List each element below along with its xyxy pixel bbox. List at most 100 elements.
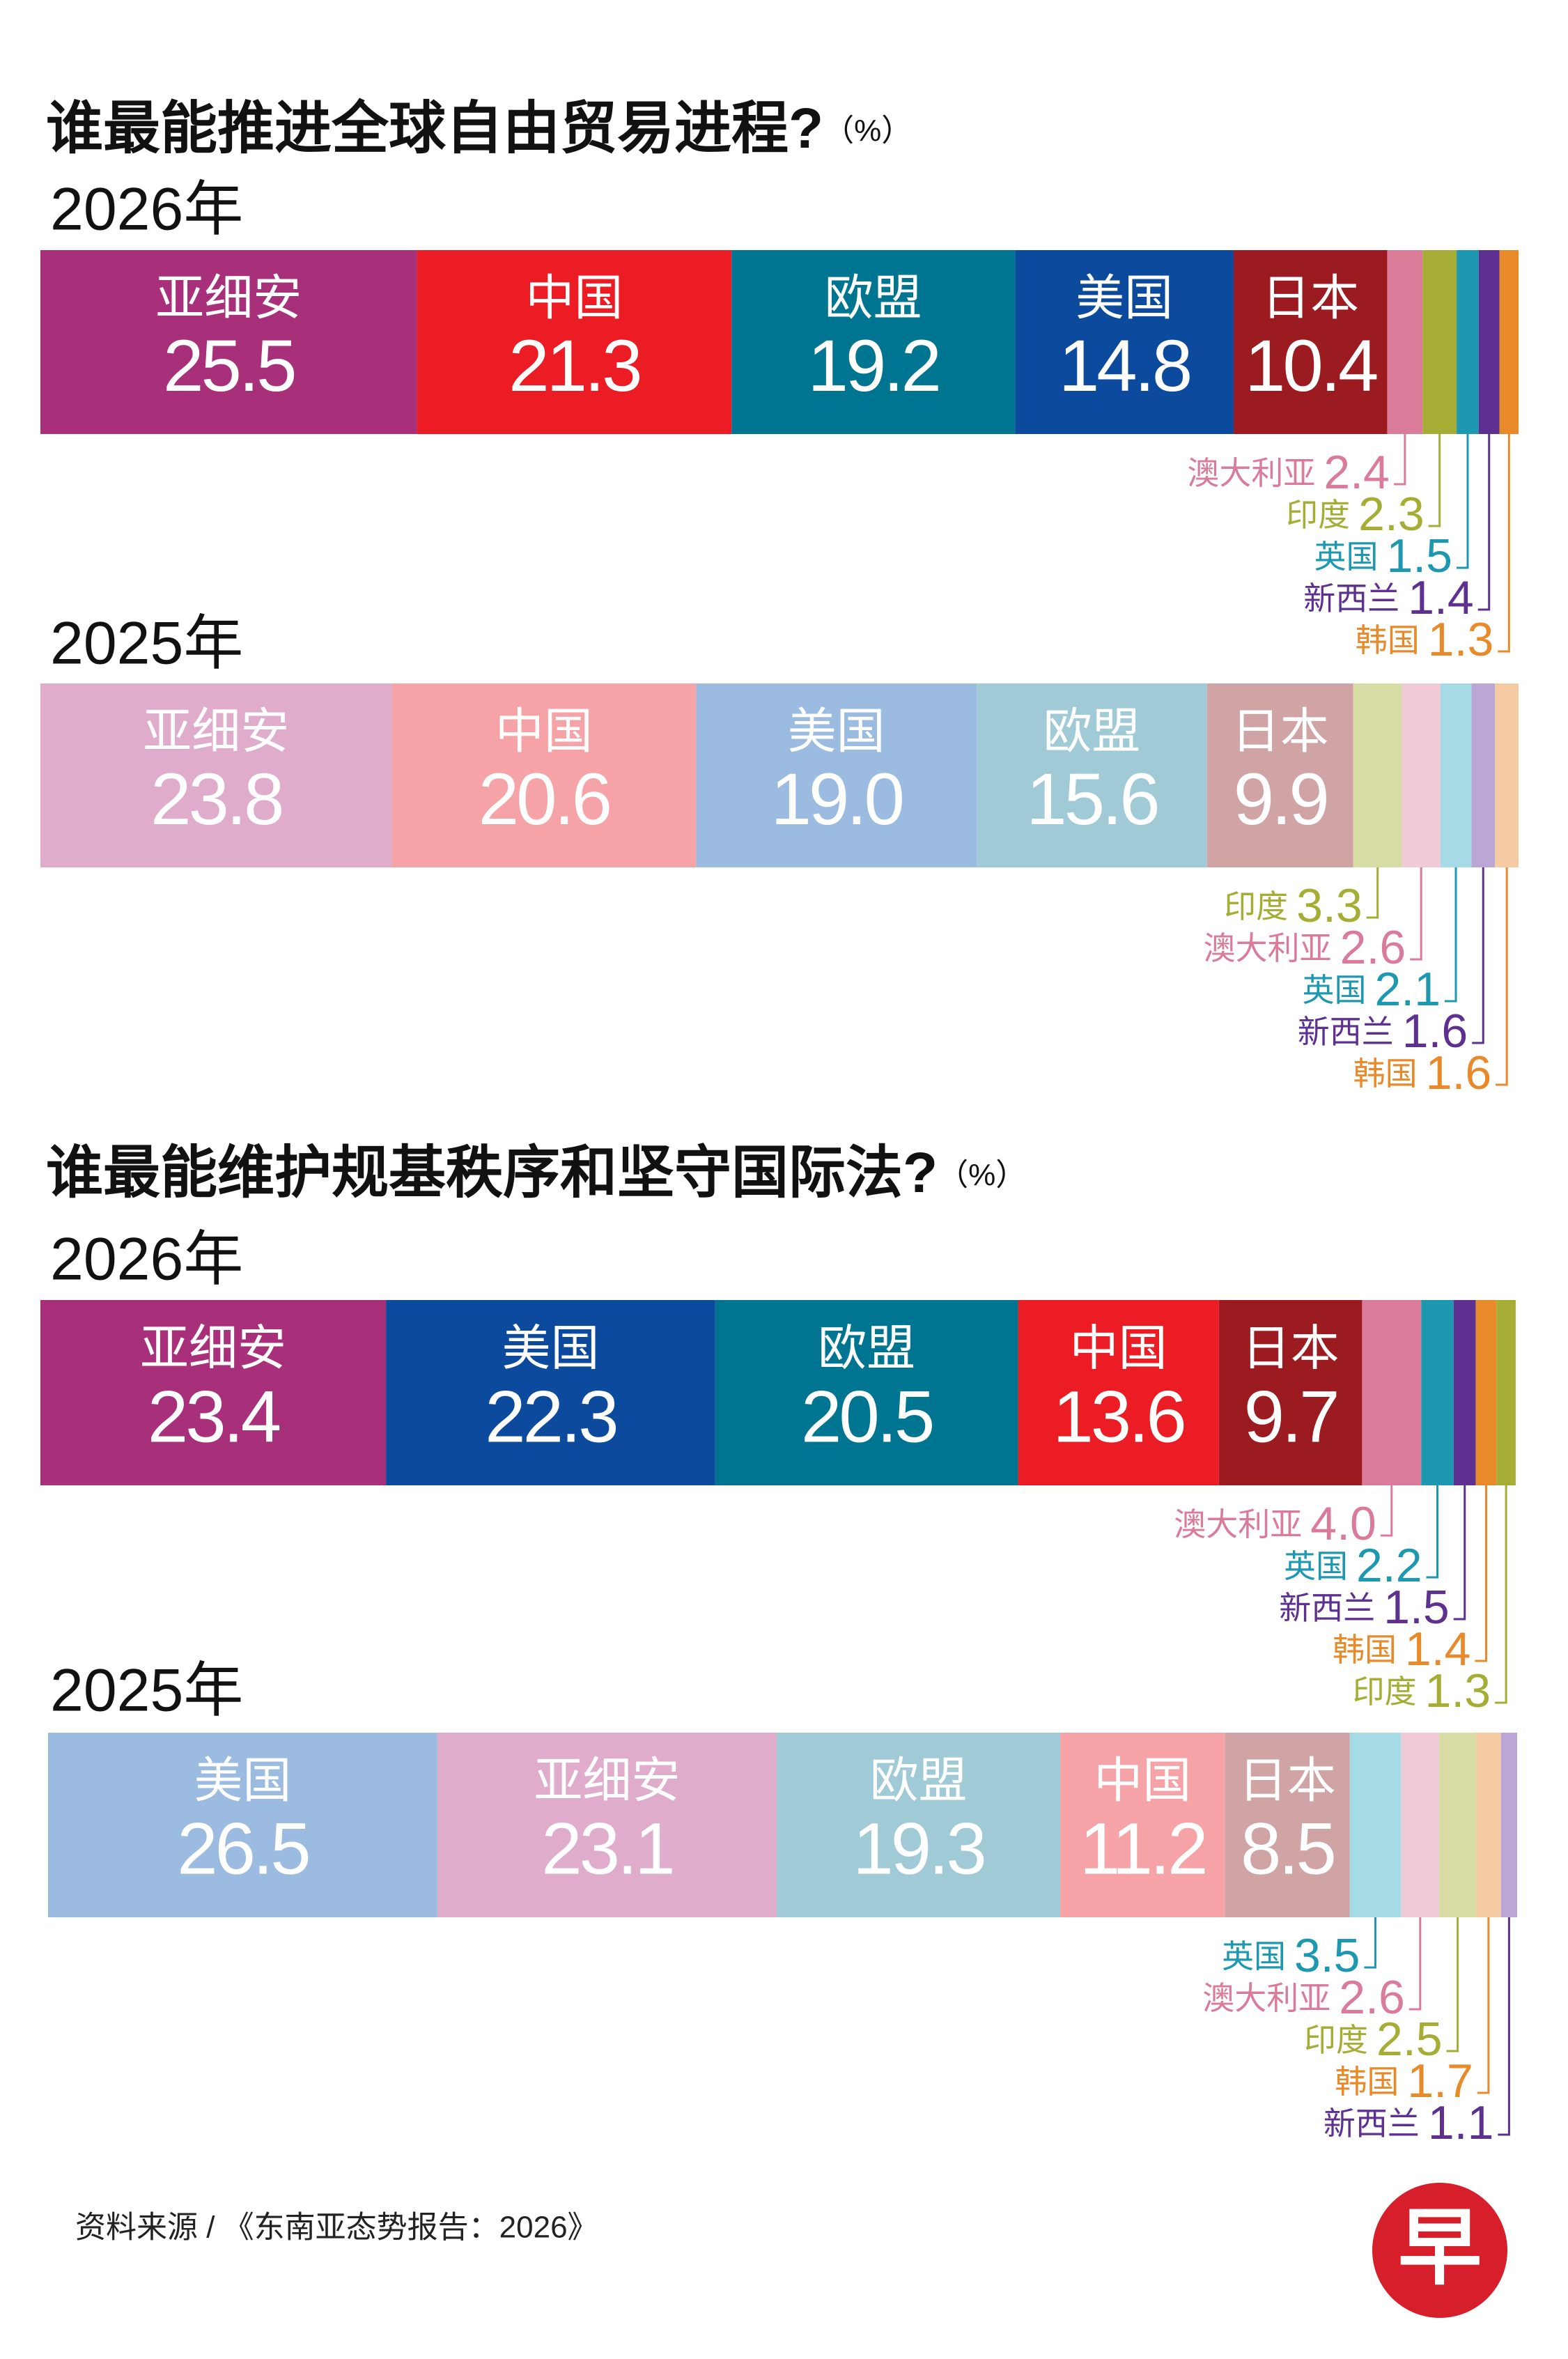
bar-segment [40,1300,387,1485]
bar-segment [1206,683,1353,867]
bar-segment [417,250,732,434]
bar-segment [40,683,392,867]
segment-value: 21.3 [509,325,639,407]
bar-segment [696,683,977,867]
segment-name: 日本 [1239,1754,1336,1808]
callout-label: 韩国 1.4 [1333,1623,1471,1676]
leader-line [1428,434,1441,527]
segment-value: 9.7 [1244,1376,1337,1457]
leader-line [1410,867,1422,961]
callout-name: 英国 [1284,1548,1348,1584]
segment-name: 欧盟 [818,1321,915,1375]
unit: （%） [938,1158,1026,1192]
leader-line [1496,867,1508,1086]
bar-segment [1495,683,1519,867]
segment-name: 日本 [1232,704,1329,758]
leader-line [1366,867,1379,919]
bar-segment [977,683,1207,867]
segment-name: 亚细安 [143,704,289,758]
segment-value: 10.4 [1245,325,1377,407]
callout-value: 1.3 [1428,613,1494,666]
callout-value: 2.4 [1324,446,1390,499]
leader-line [1453,1485,1466,1621]
bar-segment [1457,250,1479,434]
segment-value: 23.8 [150,759,281,840]
callout-name: 英国 [1314,539,1378,575]
callout-name: 英国 [1222,1938,1286,1974]
leader-line [1445,867,1457,1003]
leader-line [1475,1485,1487,1662]
callout-label: 印度 3.3 [1224,879,1363,932]
leader-line [1495,1485,1507,1704]
year-label: 2026年 [50,1226,243,1293]
callout-name: 印度 [1224,888,1288,925]
callout-value: 2.6 [1340,921,1406,974]
callout-label: 印度 2.3 [1286,488,1425,541]
callout-name: 印度 [1304,2022,1368,2058]
title-text: 谁最能维护规基秩序和坚守国际法? [46,1141,938,1205]
segment-value: 14.8 [1059,325,1190,407]
callout-label: 韩国 1.6 [1353,1046,1492,1099]
segment-name: 欧盟 [1043,704,1140,758]
segment-name: 亚细安 [155,270,302,325]
callout-value: 3.3 [1296,879,1363,932]
leader-line [1446,1917,1459,2052]
callout-label: 韩国 1.3 [1356,613,1494,666]
source: 资料来源 / 《东南亚态势报告：2026》 [75,2211,598,2245]
bar-segment [1496,1300,1516,1485]
bar-segment [777,1733,1061,1917]
segment-value: 19.2 [807,325,938,407]
callout-value: 1.5 [1383,1581,1450,1634]
segment-name: 美国 [1076,270,1173,325]
segment-value: 19.3 [853,1809,984,1890]
year-label: 2025年 [50,1657,243,1724]
segment-name: 亚细安 [140,1321,286,1375]
callout-name: 印度 [1286,497,1350,533]
leader-line [1456,434,1469,569]
callout-name: 韩国 [1356,622,1420,658]
segment-name: 中国 [495,704,593,758]
callout-label: 印度 2.5 [1304,2013,1443,2066]
leader-line [1426,1485,1439,1579]
segment-name: 美国 [788,704,885,758]
year-label: 2026年 [50,176,243,243]
callout-value: 2.1 [1374,963,1441,1016]
segment-value: 23.4 [148,1376,280,1457]
callout-value: 3.5 [1294,1929,1360,1982]
callout-value: 1.6 [1426,1046,1492,1099]
bar-segment [1471,683,1496,867]
leader-line [1472,867,1484,1044]
callout-value: 1.5 [1386,529,1452,582]
bar-segment [1362,1300,1422,1485]
callout-name: 新西兰 [1298,1014,1394,1050]
segment-value: 22.3 [485,1376,616,1457]
callout-label: 澳大利亚 2.4 [1187,446,1390,499]
segment-name: 欧盟 [870,1754,968,1808]
callout-value: 1.6 [1402,1005,1468,1058]
bar-segment [715,1300,1018,1485]
bar-segment [1422,250,1457,434]
segment-value: 20.6 [479,759,610,840]
bar-segment [1018,1300,1219,1485]
segment-value: 15.6 [1026,759,1157,840]
title-text: 谁最能推进全球自由贸易进程? [46,97,823,160]
callout-label: 新西兰 1.4 [1303,571,1474,624]
callout-label: 新西兰 1.5 [1279,1581,1450,1634]
callout-label: 韩国 1.7 [1335,2055,1473,2107]
callout-name: 韩国 [1335,2064,1399,2100]
leader-line [1380,1485,1393,1537]
callout-label: 澳大利亚 4.0 [1174,1497,1376,1550]
callout-name: 印度 [1353,1673,1417,1710]
bar-segment [1402,683,1441,867]
callout-name: 澳大利亚 [1204,930,1332,966]
callout-value: 1.7 [1407,2055,1473,2107]
bar-segment [1349,1733,1402,1917]
segment-name: 美国 [194,1754,291,1808]
callout-name: 新西兰 [1279,1590,1375,1626]
callout-name: 新西兰 [1324,2105,1420,2142]
year-label: 2025年 [50,610,243,677]
bar-segment [1478,250,1500,434]
callout-name: 韩国 [1353,1055,1418,1092]
callout-label: 新西兰 1.6 [1298,1005,1468,1058]
callout-value: 2.5 [1376,2013,1443,2066]
